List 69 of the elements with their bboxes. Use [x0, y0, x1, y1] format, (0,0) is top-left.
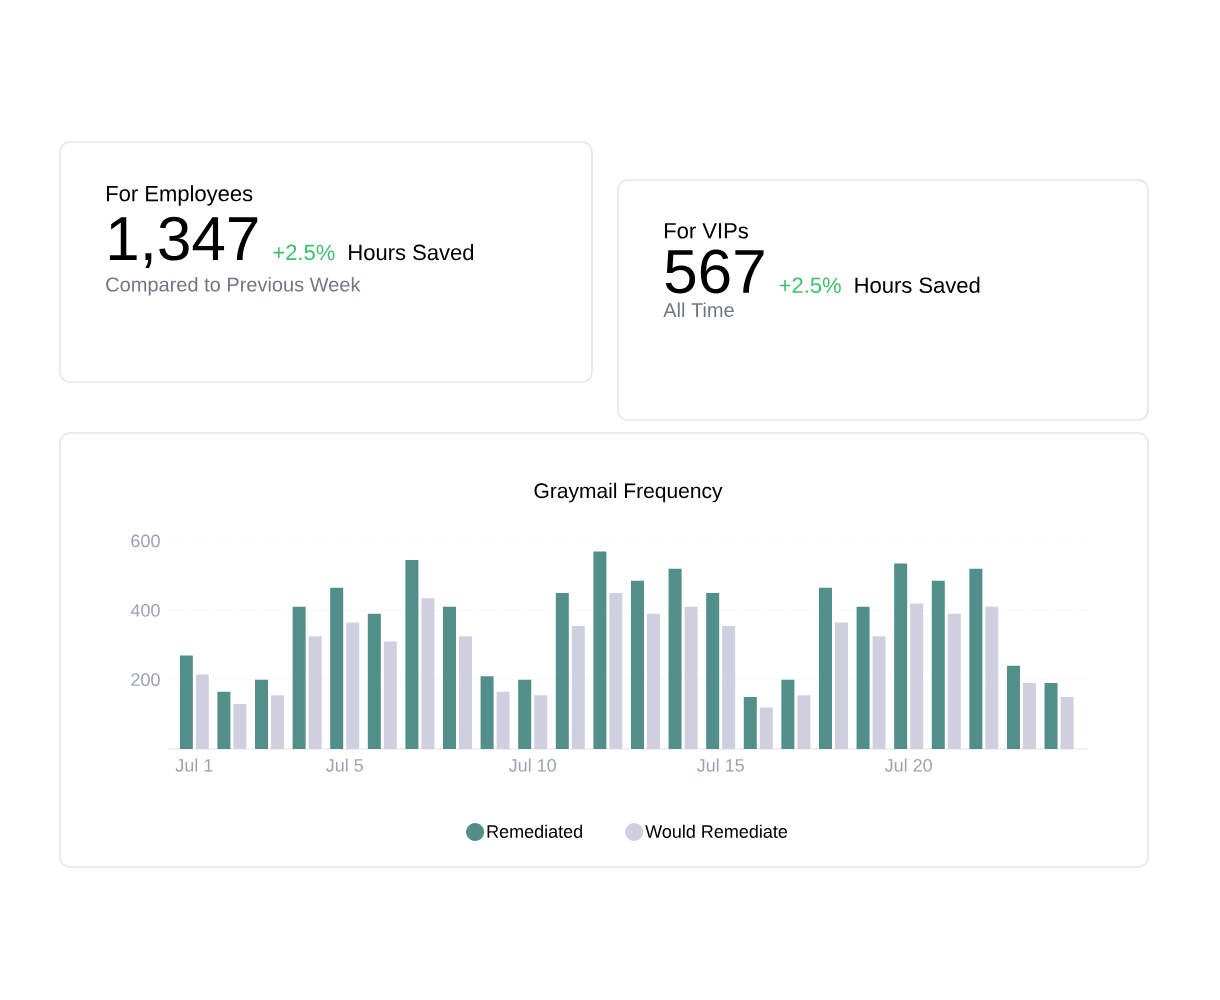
bar: [518, 679, 532, 749]
bar: [593, 551, 607, 749]
bar: [233, 703, 247, 749]
bar: [834, 622, 848, 749]
bar: [1006, 665, 1020, 749]
text: Compared to Previous Week: [106, 276, 361, 296]
bar: [609, 592, 623, 749]
bar: [534, 695, 548, 749]
legend-label: Remediated: [487, 824, 582, 838]
text: For Employees: [107, 185, 253, 206]
bar: [271, 695, 285, 749]
bar: [330, 587, 344, 749]
y-tick-label: 600: [131, 534, 160, 548]
bar: [443, 606, 457, 749]
bar: [480, 676, 494, 749]
bar: [872, 636, 886, 749]
bar: [781, 679, 795, 749]
bar: [292, 606, 306, 749]
bar: [421, 598, 435, 749]
bar: [743, 696, 757, 749]
bar: [1022, 683, 1036, 749]
bar: [459, 636, 472, 749]
text: Hours Saved: [855, 276, 980, 294]
bar: [931, 580, 945, 749]
y-tick-label: 200: [131, 673, 160, 687]
bar: [1060, 696, 1074, 749]
text: For VIPs: [665, 223, 748, 239]
text: +2.5%: [779, 277, 841, 294]
bar: [195, 674, 209, 749]
bar: [383, 641, 397, 749]
bar: [894, 563, 908, 749]
bar: [571, 625, 585, 749]
bar: [985, 606, 999, 749]
bar: [818, 587, 832, 749]
x-tick-label: Jul 15: [696, 758, 744, 772]
x-tick-label: Jul 10: [508, 758, 556, 772]
text: Hours Saved: [349, 244, 474, 261]
bar: [684, 606, 698, 749]
bar: [179, 655, 193, 749]
bar: [646, 613, 660, 749]
bar: [367, 613, 381, 749]
text: 1,347: [109, 216, 258, 268]
bar: [722, 625, 736, 749]
chart-title: Graymail Frequency: [534, 482, 723, 503]
text: 567: [665, 249, 764, 294]
bar: [706, 592, 720, 749]
legend-label: Would Remediate: [645, 824, 788, 838]
y-tick-label: 400: [130, 603, 160, 617]
x-tick-label: Jul 20: [884, 758, 932, 772]
bar: [346, 622, 360, 749]
bar: [555, 592, 569, 749]
bar: [630, 580, 644, 749]
bar: [759, 707, 773, 749]
bar: [856, 606, 870, 749]
bar: [496, 691, 510, 749]
bar: [797, 695, 811, 749]
x-tick-label: Jul 1: [175, 758, 213, 772]
text: All Time: [663, 302, 734, 318]
bar: [255, 679, 269, 749]
bar: [1044, 683, 1058, 749]
bar: [217, 691, 231, 749]
bar: [405, 560, 419, 749]
x-tick-label: Jul 5: [325, 758, 363, 772]
text: +2.5%: [273, 244, 335, 261]
bar: [969, 568, 983, 749]
bar: [910, 603, 924, 749]
bar: [668, 568, 682, 749]
bar: [308, 636, 322, 749]
bar: [947, 613, 961, 749]
